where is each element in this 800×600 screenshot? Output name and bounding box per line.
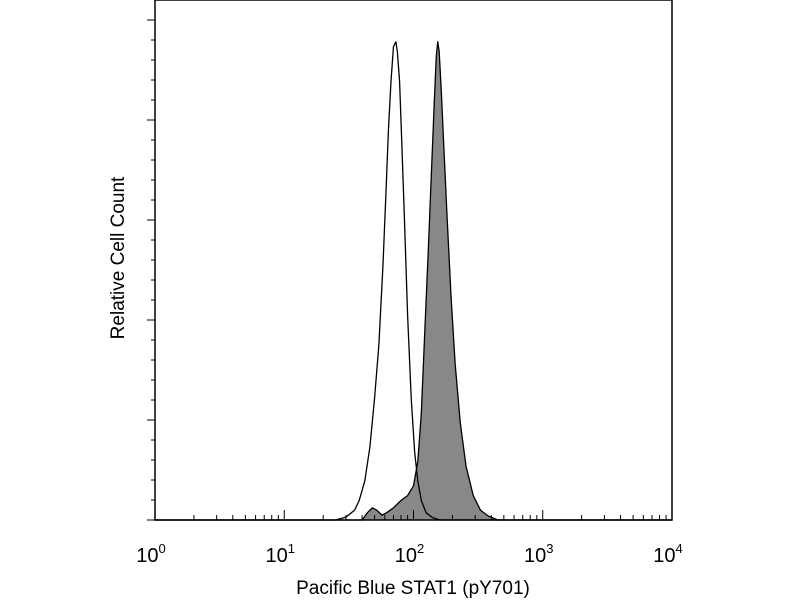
y-axis-title: Relative Cell Count xyxy=(108,176,129,339)
x-tick-label: 100 xyxy=(136,541,165,567)
x-axis-title: Pacific Blue STAT1 (pY701) xyxy=(296,578,530,599)
x-tick-label: 103 xyxy=(524,541,553,567)
x-tick-label: 101 xyxy=(266,541,295,567)
filled-histogram xyxy=(155,41,672,521)
x-tick-label: 104 xyxy=(653,541,682,567)
control-histogram xyxy=(155,41,672,521)
ticks-layer: 100 101 102 103 104 xyxy=(136,19,683,567)
series-layer xyxy=(155,41,672,521)
x-tick-label: 102 xyxy=(395,541,424,567)
